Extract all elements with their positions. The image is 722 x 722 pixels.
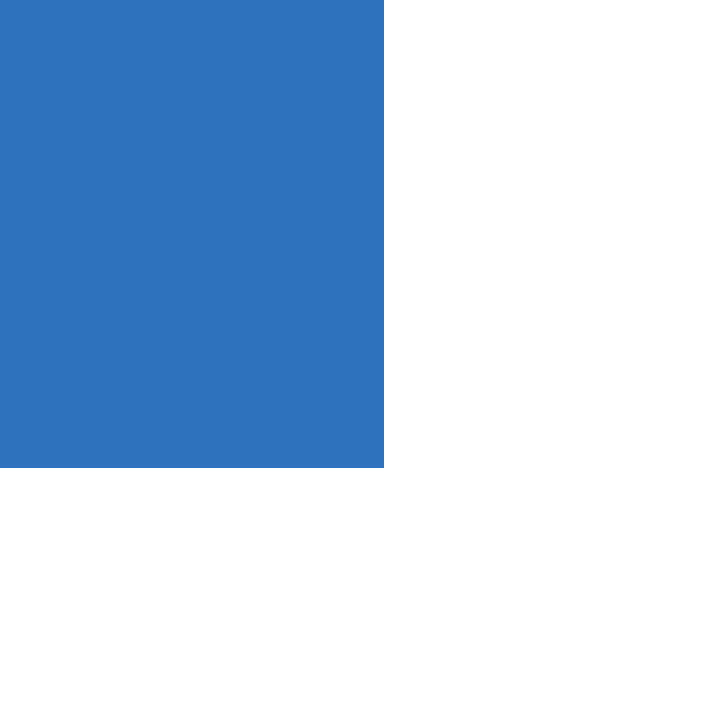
- blue-rectangle: [0, 0, 384, 468]
